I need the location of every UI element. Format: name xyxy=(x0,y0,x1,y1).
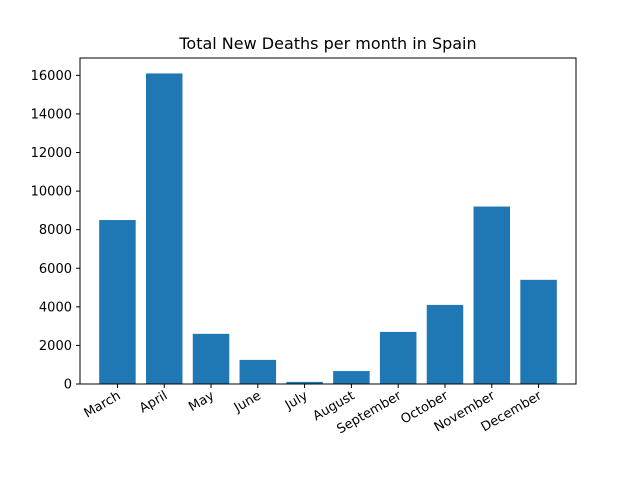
y-tick-label: 16000 xyxy=(31,69,72,84)
bar-april xyxy=(145,73,183,385)
bar-august xyxy=(333,371,370,384)
chart-title: Total New Deaths per month in Spain xyxy=(178,34,476,53)
y-tick-label: 12000 xyxy=(31,146,72,161)
bar-may xyxy=(192,333,230,384)
bar-november xyxy=(473,206,511,384)
x-axis: March April May June July AugustSeptemberOcto… xyxy=(82,384,545,437)
plot-frame xyxy=(79,57,577,385)
y-axis: 0 2000 4000 6000 8000 10000 12000 14000 16000 xyxy=(31,69,80,393)
x-tick-label: March xyxy=(82,388,124,421)
bar-march xyxy=(99,220,136,384)
y-tick-label: 10000 xyxy=(31,185,72,200)
y-tick-label: 6000 xyxy=(39,262,72,277)
bars-group xyxy=(99,73,557,385)
y-tick-label: 2000 xyxy=(39,339,72,354)
y-tick-label: 4000 xyxy=(39,300,72,315)
x-tick-label: June xyxy=(231,388,264,416)
y-tick-label: 14000 xyxy=(31,107,72,122)
x-tick-label: April xyxy=(137,388,170,416)
bar-september xyxy=(379,331,417,384)
x-tick-label: May xyxy=(186,388,217,415)
bar-june xyxy=(239,359,277,384)
y-tick-label: 8000 xyxy=(39,223,72,238)
y-tick-label: 0 xyxy=(64,378,72,393)
bar-december xyxy=(520,279,557,384)
x-tick-label: July xyxy=(282,388,311,413)
bar-july xyxy=(286,381,323,384)
bar-october xyxy=(426,304,464,384)
